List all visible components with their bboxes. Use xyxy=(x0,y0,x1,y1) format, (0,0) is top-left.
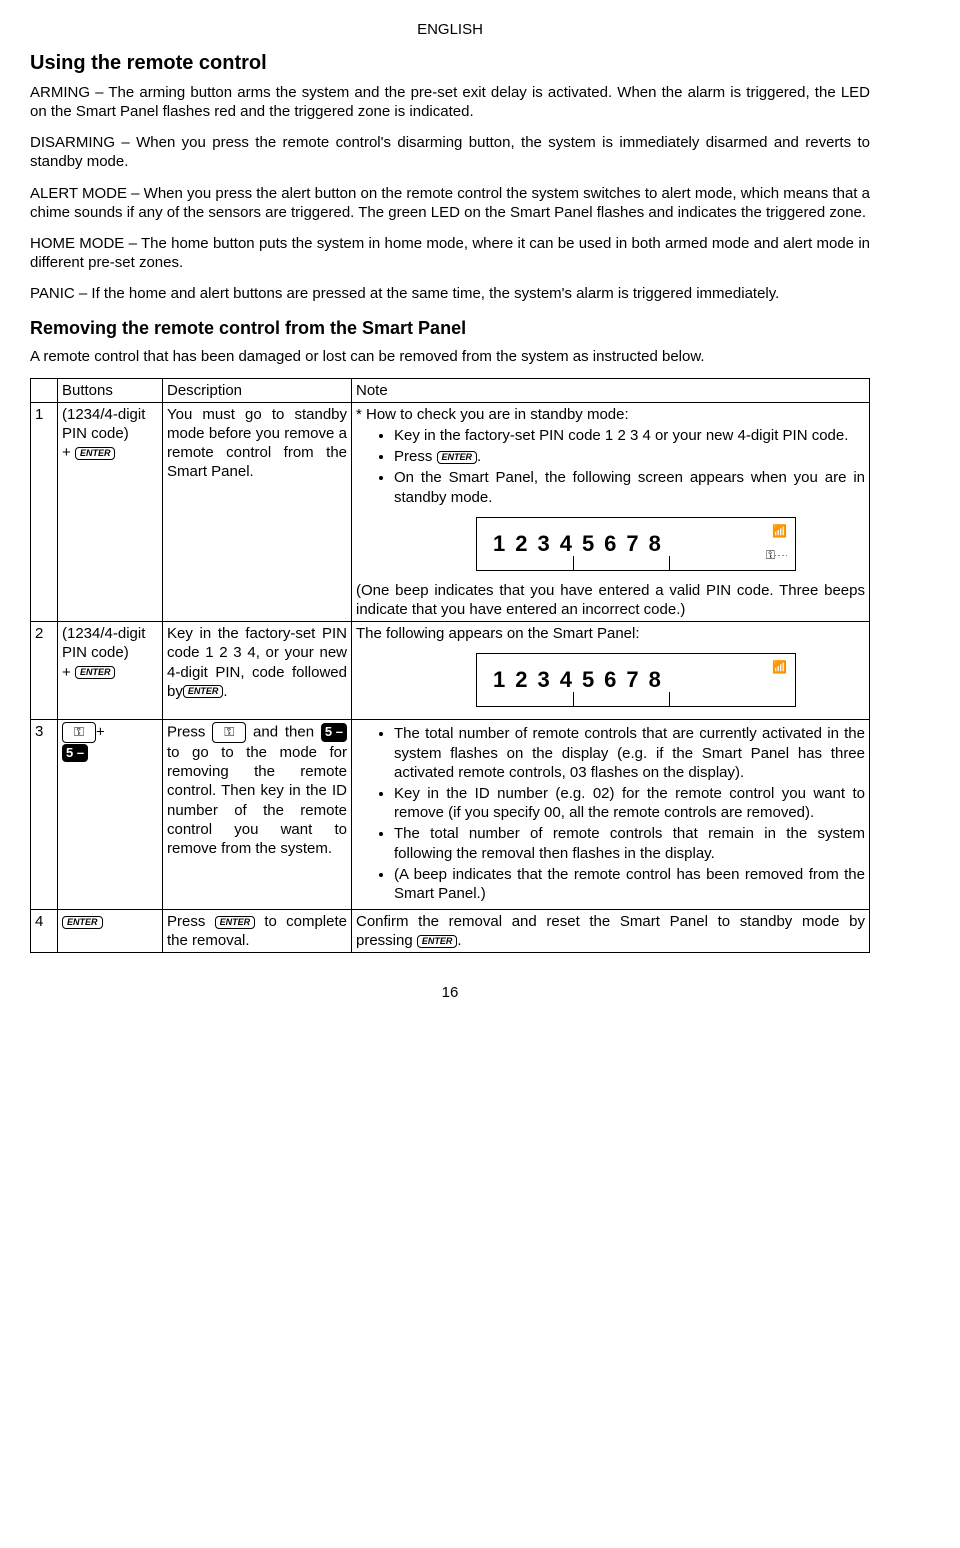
instruction-table: Buttons Description Note 1 (1234/4-digit… xyxy=(30,378,870,954)
list-item: Press ENTER. xyxy=(394,447,865,466)
row2-pin-text: (1234/4-digit PIN code) xyxy=(62,625,145,661)
col-description: Description xyxy=(163,378,352,402)
row3-bullets: The total number of remote controls that… xyxy=(356,724,865,903)
row1-after: (One beep indicates that you have entere… xyxy=(356,581,865,619)
key-5-icon: 5 – xyxy=(62,744,88,763)
enter-icon: ENTER xyxy=(417,935,458,948)
row1-plus: + xyxy=(62,444,75,461)
row2-note: The following appears on the Smart Panel… xyxy=(352,622,870,720)
col-buttons: Buttons xyxy=(58,378,163,402)
section2-title: Removing the remote control from the Sma… xyxy=(30,317,870,340)
row3-desc: Press ⚿ and then 5 – to go to the mode fo… xyxy=(163,720,352,910)
t: Press xyxy=(394,448,437,465)
row4-desc: Press ENTER to complete the removal. xyxy=(163,910,352,953)
table-row: 2 (1234/4-digit PIN code) + ENTER Key in… xyxy=(31,622,870,720)
t: Press xyxy=(167,724,212,741)
table-row: 1 (1234/4-digit PIN code) + ENTER You mu… xyxy=(31,402,870,621)
row1-note: * How to check you are in standby mode: … xyxy=(352,402,870,621)
key-icon: ⚿┈ xyxy=(766,548,787,563)
enter-icon: ENTER xyxy=(215,916,256,929)
t: and then xyxy=(246,724,321,741)
table-header-row: Buttons Description Note xyxy=(31,378,870,402)
p-alert: ALERT MODE – When you press the alert bu… xyxy=(30,184,870,222)
row3-note: The total number of remote controls that… xyxy=(352,720,870,910)
enter-icon: ENTER xyxy=(183,685,224,698)
header-language: ENGLISH xyxy=(30,20,870,39)
row1-bullets: Key in the factory-set PIN code 1 2 3 4 … xyxy=(356,426,865,507)
list-item: On the Smart Panel, the following screen… xyxy=(394,468,865,506)
key-icon: ⚿ xyxy=(212,722,246,743)
col-note: Note xyxy=(352,378,870,402)
row2-desc: Key in the factory-set PIN code 1 2 3 4,… xyxy=(163,622,352,720)
row4-buttons: ENTER xyxy=(58,910,163,953)
row2-num: 2 xyxy=(31,622,58,720)
p-home: HOME MODE – The home button puts the sys… xyxy=(30,234,870,272)
enter-icon: ENTER xyxy=(437,451,478,464)
list-item: Key in the factory-set PIN code 1 2 3 4 … xyxy=(394,426,865,445)
t: . xyxy=(457,932,461,949)
page-number: 16 xyxy=(30,983,870,1002)
row3-plus: + xyxy=(96,724,105,741)
enter-icon: ENTER xyxy=(75,666,116,679)
list-item: (A beep indicates that the remote contro… xyxy=(394,865,865,903)
p-disarming: DISARMING – When you press the remote co… xyxy=(30,133,870,171)
row2-note-text: The following appears on the Smart Panel… xyxy=(356,625,640,642)
row1-note-lead: * How to check you are in standby mode: xyxy=(356,406,629,423)
t: . xyxy=(477,448,481,465)
t: . xyxy=(223,683,227,700)
lcd-display: 12345678 📶 ⚿┈ xyxy=(476,517,796,571)
row1-num: 1 xyxy=(31,402,58,621)
table-row: 4 ENTER Press ENTER to complete the remo… xyxy=(31,910,870,953)
row4-note: Confirm the removal and reset the Smart … xyxy=(352,910,870,953)
row2-buttons: (1234/4-digit PIN code) + ENTER xyxy=(58,622,163,720)
enter-icon: ENTER xyxy=(62,916,103,929)
list-item: Key in the ID number (e.g. 02) for the r… xyxy=(394,784,865,822)
key-icon: ⚿ xyxy=(62,722,96,743)
antenna-icon: 📶 xyxy=(772,660,787,675)
list-item: The total number of remote controls that… xyxy=(394,724,865,782)
section1-title: Using the remote control xyxy=(30,51,870,77)
row1-pin-text: (1234/4-digit PIN code) xyxy=(62,406,145,442)
enter-icon: ENTER xyxy=(75,447,116,460)
lcd-digits: 12345678 xyxy=(493,666,671,694)
p-arming: ARMING – The arming button arms the syst… xyxy=(30,83,870,121)
list-item: The total number of remote controls that… xyxy=(394,824,865,862)
row3-buttons: ⚿+ 5 – xyxy=(58,720,163,910)
t: to go to the mode for removing the remot… xyxy=(167,744,347,857)
antenna-icon: 📶 xyxy=(772,524,787,539)
t: Press xyxy=(167,913,215,930)
row3-num: 3 xyxy=(31,720,58,910)
row4-num: 4 xyxy=(31,910,58,953)
p-panic: PANIC – If the home and alert buttons ar… xyxy=(30,284,870,303)
row1-buttons: (1234/4-digit PIN code) + ENTER xyxy=(58,402,163,621)
lcd-display: 12345678 📶 xyxy=(476,653,796,707)
row1-desc: You must go to standby mode before you r… xyxy=(163,402,352,621)
row2-plus: + xyxy=(62,664,75,681)
table-row: 3 ⚿+ 5 – Press ⚿ and then 5 –to go to th… xyxy=(31,720,870,910)
section2-intro: A remote control that has been damaged o… xyxy=(30,347,870,366)
key-5-icon: 5 – xyxy=(321,723,347,742)
lcd-digits: 12345678 xyxy=(493,530,671,558)
